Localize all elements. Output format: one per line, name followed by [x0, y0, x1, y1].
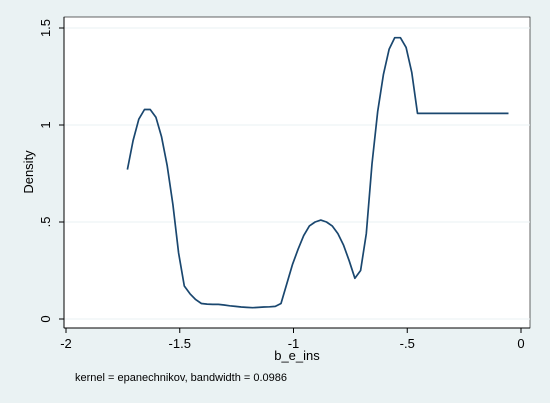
- y-tick-label-3: 1.5: [38, 19, 53, 37]
- y-tick-label-2: 1: [38, 121, 53, 128]
- x-tick-label-4: 0: [517, 336, 524, 351]
- y-tick-label-1: .5: [38, 217, 53, 228]
- plot-area: [63, 16, 531, 329]
- x-tick-label-2: -1: [288, 336, 300, 351]
- axes: [63, 17, 530, 329]
- y-axis-title: Density: [21, 150, 36, 194]
- x-tick-label-3: -.5: [400, 336, 415, 351]
- y-tick-label-0: 0: [38, 315, 53, 322]
- grid-lines: [64, 27, 530, 320]
- x-axis-title: b_e_ins: [274, 348, 320, 363]
- y-ticks: 0 .5 1 1.5: [38, 19, 64, 323]
- x-tick-label-1: -1.5: [169, 336, 191, 351]
- x-ticks: -2 -1.5 -1 -.5 0: [60, 328, 525, 351]
- kernel-note: kernel = epanechnikov, bandwidth = 0.098…: [75, 372, 287, 384]
- x-tick-label-0: -2: [60, 336, 72, 351]
- density-curve: [126, 36, 509, 309]
